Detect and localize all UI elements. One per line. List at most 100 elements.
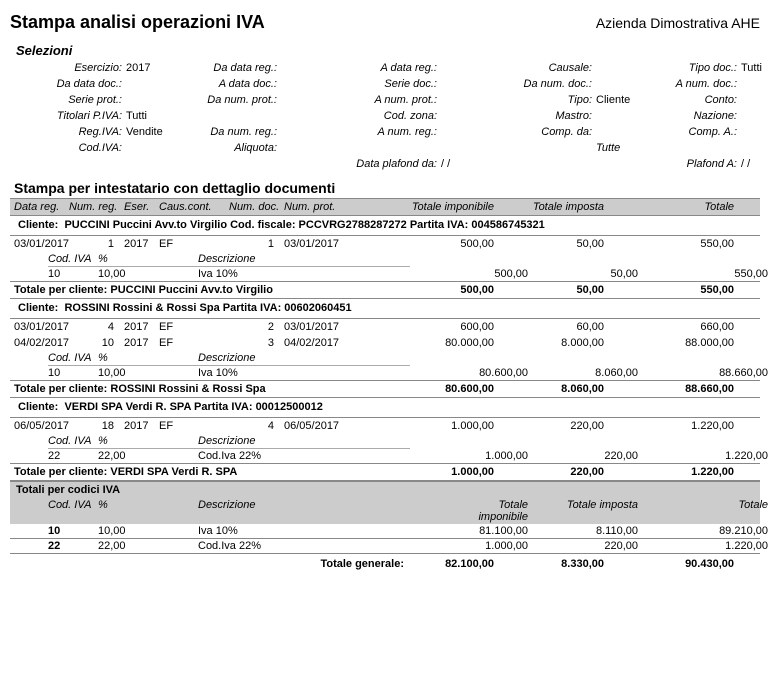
col-header: Num. doc. bbox=[229, 201, 284, 213]
doc-row: 03/01/201742017EF203/01/2017600,0060,006… bbox=[10, 319, 760, 335]
cell: Cod.Iva 22% bbox=[198, 450, 478, 462]
filter-label: Reg.IVA: bbox=[16, 126, 126, 138]
cell: Iva 10% bbox=[198, 367, 478, 379]
cell: 10,00 bbox=[98, 268, 153, 280]
filter-label: A num. prot.: bbox=[336, 94, 441, 106]
filter-value bbox=[126, 158, 181, 170]
cell: 80.600,00 bbox=[478, 367, 528, 379]
filter-value bbox=[281, 110, 336, 122]
filter-label: Da num. doc.: bbox=[496, 78, 596, 90]
cell: 220,00 bbox=[494, 420, 604, 432]
cell: 220,00 bbox=[528, 450, 638, 462]
col-header: Cod. IVA bbox=[48, 499, 98, 523]
filter-label: Tipo doc.: bbox=[651, 62, 741, 74]
filter-label bbox=[496, 158, 596, 170]
filter-value bbox=[281, 78, 336, 90]
cell bbox=[153, 450, 198, 462]
cell: EF bbox=[159, 337, 229, 349]
cell: 03/01/2017 bbox=[14, 238, 69, 250]
report-title: Stampa analisi operazioni IVA bbox=[10, 12, 265, 33]
cell: 1.000,00 bbox=[354, 420, 494, 432]
cell: 2017 bbox=[124, 420, 159, 432]
filter-value bbox=[596, 110, 651, 122]
cell: 600,00 bbox=[354, 321, 494, 333]
cell: 1.000,00 bbox=[444, 466, 494, 478]
cell: 81.100,00 bbox=[458, 525, 528, 537]
cell: 03/01/2017 bbox=[284, 238, 354, 250]
filter-value: Vendite bbox=[126, 126, 181, 138]
filter-value bbox=[281, 126, 336, 138]
filter-value: Cliente bbox=[596, 94, 651, 106]
filter-label: Nazione: bbox=[651, 110, 741, 122]
filter-value bbox=[441, 94, 496, 106]
cell: 03/01/2017 bbox=[284, 321, 354, 333]
cell: 50,00 bbox=[494, 284, 604, 296]
cell: 04/02/2017 bbox=[284, 337, 354, 349]
cell: 50,00 bbox=[528, 268, 638, 280]
filter-label: Da data reg.: bbox=[181, 62, 281, 74]
doc-row: 06/05/2017182017EF406/05/20171.000,00220… bbox=[10, 418, 760, 434]
cell bbox=[153, 525, 198, 537]
filter-value: / / bbox=[741, 158, 770, 170]
filter-value bbox=[281, 94, 336, 106]
cell: 80.600,00 bbox=[444, 383, 494, 395]
col-header: Caus.cont. bbox=[159, 201, 229, 213]
sub-row: 1010,00Iva 10%500,0050,00550,00 bbox=[10, 267, 760, 281]
cell: 2017 bbox=[124, 337, 159, 349]
totcod-row: 1010,00Iva 10%81.100,008.110,0089.210,00 bbox=[10, 524, 760, 539]
filter-value bbox=[596, 126, 651, 138]
col-header: Eser. bbox=[124, 201, 159, 213]
cell: 88.000,00 bbox=[604, 337, 734, 349]
filters-grid: Esercizio: 2017 Da data reg.: A data reg… bbox=[16, 62, 760, 170]
filter-label: A data reg.: bbox=[336, 62, 441, 74]
sub-row: 1010,00Iva 10%80.600,008.060,0088.660,00 bbox=[10, 366, 760, 380]
filter-value bbox=[596, 158, 651, 170]
filter-label: Plafond A: bbox=[651, 158, 741, 170]
filter-value bbox=[441, 62, 496, 74]
cell: 4 bbox=[229, 420, 284, 432]
cell: 4 bbox=[69, 321, 124, 333]
filter-value bbox=[596, 62, 651, 74]
filter-value bbox=[126, 142, 181, 154]
cell: EF bbox=[159, 238, 229, 250]
col-header: Num. reg. bbox=[69, 201, 124, 213]
filter-label: Da num. prot.: bbox=[181, 94, 281, 106]
cell: 1 bbox=[229, 238, 284, 250]
cell bbox=[153, 367, 198, 379]
cell: 1.220,00 bbox=[638, 450, 768, 462]
sub-row: 2222,00Cod.Iva 22%1.000,00220,001.220,00 bbox=[10, 449, 760, 463]
filter-label: Cod.IVA: bbox=[16, 142, 126, 154]
grand-label: Totale generale: bbox=[14, 558, 424, 570]
cell: Iva 10% bbox=[198, 268, 478, 280]
cell: EF bbox=[159, 420, 229, 432]
cell: 03/01/2017 bbox=[14, 321, 69, 333]
cell: Totale per cliente: ROSSINI Rossini & Ro… bbox=[14, 383, 444, 395]
col-header: Num. prot. bbox=[284, 201, 354, 213]
sub-header: Cod. IVA%Descrizione bbox=[10, 252, 760, 266]
filter-label bbox=[496, 142, 596, 154]
selezioni-header: Selezioni bbox=[16, 43, 760, 58]
cell: 220,00 bbox=[494, 466, 604, 478]
cell bbox=[153, 540, 198, 552]
filter-label: Da num. reg.: bbox=[181, 126, 281, 138]
col-header: Totale imponibile bbox=[458, 499, 528, 523]
cell: 550,00 bbox=[638, 268, 768, 280]
cell: 1.220,00 bbox=[604, 420, 734, 432]
cell: 220,00 bbox=[528, 540, 638, 552]
client-total-row: Totale per cliente: ROSSINI Rossini & Ro… bbox=[10, 380, 760, 398]
company-name: Azienda Dimostrativa AHE bbox=[596, 15, 760, 31]
cell: Iva 10% bbox=[198, 525, 458, 537]
cell: 500,00 bbox=[354, 238, 494, 250]
filter-value bbox=[441, 78, 496, 90]
filter-label: Data plafond da: bbox=[336, 158, 441, 170]
grand-tot: 90.430,00 bbox=[604, 558, 734, 570]
cell: 80.000,00 bbox=[354, 337, 494, 349]
cell: 550,00 bbox=[604, 238, 734, 250]
filter-value: Tutti bbox=[741, 62, 770, 74]
filter-value bbox=[441, 126, 496, 138]
cell: 2017 bbox=[124, 238, 159, 250]
cell: 10,00 bbox=[98, 367, 153, 379]
cell: 1.000,00 bbox=[458, 540, 528, 552]
grand-imp: 82.100,00 bbox=[424, 558, 494, 570]
cell: 88.660,00 bbox=[638, 367, 768, 379]
